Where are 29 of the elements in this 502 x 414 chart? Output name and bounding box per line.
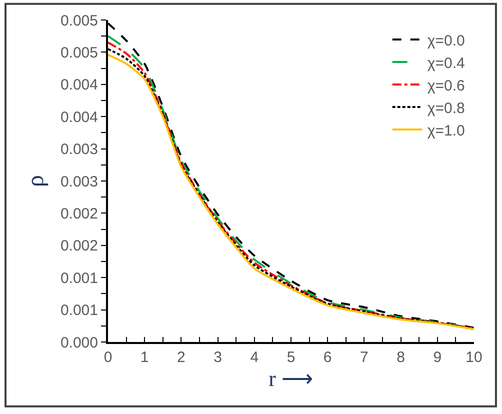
legend-label: χ=0.8 <box>427 100 465 117</box>
y-tick-label: 0.002 <box>60 238 98 255</box>
x-tick-label: 6 <box>323 349 332 366</box>
y-tick-label: 0.003 <box>60 173 98 190</box>
y-axis-title: ρ <box>23 175 50 187</box>
y-tick-label: 0.004 <box>60 108 98 126</box>
y-tick-label: 0.005 <box>60 12 98 30</box>
x-tick-label: 1 <box>140 349 149 366</box>
x-axis-title: r ⟶ <box>268 366 314 391</box>
y-tick-label: 0.001 <box>60 302 98 320</box>
y-tick-label: 0.000 <box>60 334 98 352</box>
y-tick-label: 0.001 <box>60 270 98 287</box>
x-tick-label: 0 <box>104 349 112 366</box>
legend-label: χ=0.4 <box>427 54 465 72</box>
y-tick-label: 0.002 <box>60 205 98 222</box>
x-tick-label: 2 <box>177 349 186 366</box>
x-tick-label: 8 <box>396 349 405 366</box>
legend-label: χ=0.0 <box>427 32 465 50</box>
x-tick-label: 5 <box>286 349 296 366</box>
y-tick-label: 0.004 <box>60 76 98 94</box>
x-tick-label: 9 <box>433 349 442 366</box>
x-tick-label: 7 <box>360 349 368 366</box>
y-tick-label: 0.005 <box>60 44 98 62</box>
legend-label: χ=1.0 <box>427 122 465 140</box>
y-tick-label: 0.003 <box>60 141 98 158</box>
x-tick-label: 3 <box>214 349 222 366</box>
x-tick-label: 4 <box>250 349 259 366</box>
x-tick-label: 10 <box>466 349 482 366</box>
legend-label: χ=0.6 <box>427 77 465 94</box>
